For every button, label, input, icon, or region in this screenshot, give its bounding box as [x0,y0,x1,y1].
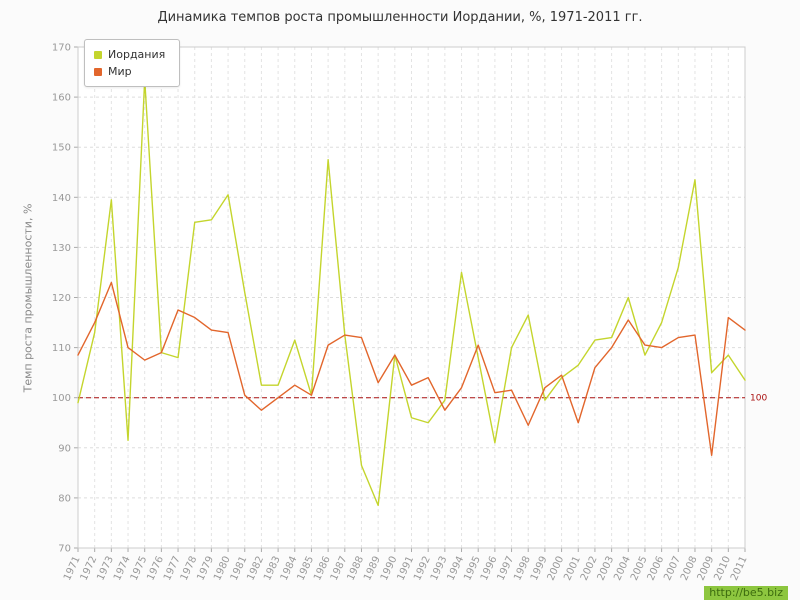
y-tick-label: 130 [52,243,71,254]
y-tick-label: 70 [58,544,71,555]
legend-item-world: Мир [94,63,165,80]
plot-area [78,47,745,548]
legend: Иордания Мир [84,39,181,87]
y-tick-label: 120 [52,293,71,304]
legend-label-jordan: Иордания [108,48,166,61]
y-tick-label: 170 [52,43,71,54]
reference-line-label: 100 [750,394,767,404]
legend-item-jordan: Иордания [94,46,165,63]
y-tick-label: 100 [52,393,71,404]
y-tick-label: 150 [52,143,71,154]
chart-title: Динамика темпов роста промышленности Иор… [157,10,643,25]
y-tick-label: 160 [52,93,71,104]
series-line-1 [77,281,746,457]
plot-border [77,46,746,549]
y-tick-label: 110 [52,343,71,354]
y-axis-title: Темп роста промышленности, % [21,203,35,393]
y-tick-label: 140 [52,193,71,204]
legend-label-world: Мир [108,65,132,78]
legend-swatch-jordan [94,50,102,59]
series-line-0 [77,78,746,507]
y-tick-label: 90 [58,443,71,454]
watermark-link[interactable]: http://be5.biz [704,586,788,600]
legend-swatch-world [94,67,102,76]
x-tick-label: 2011 [729,555,750,583]
y-tick-label: 80 [58,493,71,504]
